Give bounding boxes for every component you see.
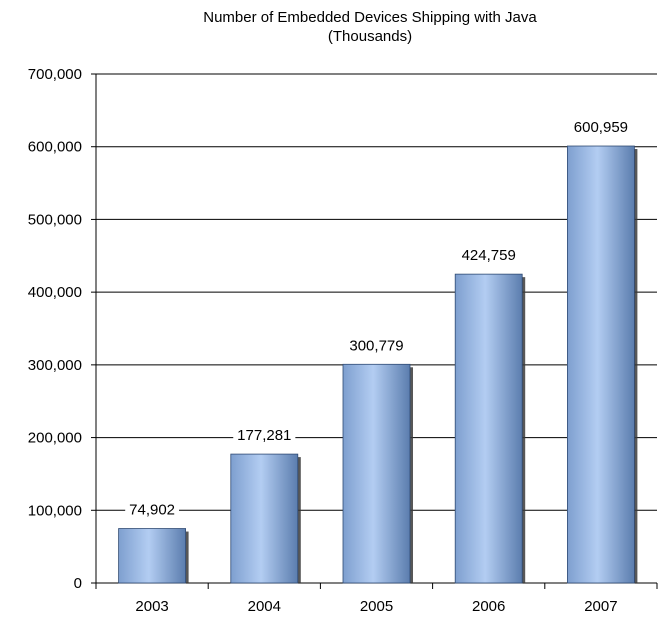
data-label: 177,281 [237,427,291,444]
gridlines [96,73,657,511]
labels: 0 100,000 200,000 300,000 400,000 500,000 600,… [28,66,632,615]
bar [454,273,523,584]
data-label: 424,759 [462,247,516,264]
y-tick-label: 600,000 [28,139,82,156]
y-tick-label: 100,000 [28,502,82,519]
data-label-bg [345,336,408,355]
data-label: 74,902 [129,502,175,519]
y-tick-label: 300,000 [28,357,82,374]
x-tick-label: 2007 [584,598,617,615]
x-tick-label: 2005 [360,598,393,615]
data-label: 600,959 [574,119,628,136]
data-label-bg [233,426,296,445]
y-tick-label: 0 [74,575,82,592]
data-label-bg [125,500,179,519]
y-tick-label: 700,000 [28,66,82,83]
y-tick-label: 500,000 [28,211,82,228]
chart-title-line: Number of Embedded Devices Shipping with… [203,9,537,26]
data-label-bg [569,118,632,137]
bar [118,528,186,584]
y-tick-label: 200,000 [28,430,82,447]
data-label: 300,779 [349,337,403,354]
bar [567,145,635,584]
x-tick-label: 2003 [135,598,168,615]
x-tick-label: 2006 [472,598,505,615]
bar [342,363,411,584]
y-tick-label: 400,000 [28,284,82,301]
chart-title: Number of Embedded Devices Shipping with… [0,8,659,46]
x-tick-label: 2004 [248,598,281,615]
data-label-bg [457,246,520,265]
chart-subtitle: (Thousands) [327,28,413,45]
bar [230,453,299,584]
bars [118,145,638,584]
